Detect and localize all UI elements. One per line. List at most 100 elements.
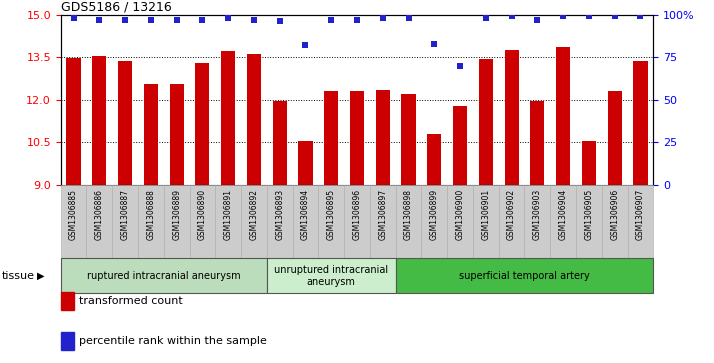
Text: tissue: tissue xyxy=(1,271,34,281)
Bar xyxy=(267,258,396,293)
Point xyxy=(326,17,337,23)
Bar xyxy=(473,185,498,258)
Bar xyxy=(66,58,81,185)
Point xyxy=(223,15,234,21)
Text: GSM1306891: GSM1306891 xyxy=(223,189,233,240)
Point xyxy=(171,17,182,23)
Point xyxy=(532,17,543,23)
Bar xyxy=(241,185,267,258)
Bar xyxy=(401,94,416,185)
Bar xyxy=(164,185,189,258)
Bar xyxy=(216,185,241,258)
Text: percentile rank within the sample: percentile rank within the sample xyxy=(79,336,266,346)
Bar xyxy=(169,84,183,185)
Point xyxy=(68,15,79,21)
Point xyxy=(145,17,156,23)
Text: GSM1306885: GSM1306885 xyxy=(69,189,78,240)
Point xyxy=(506,13,518,19)
Bar xyxy=(61,258,267,293)
Point xyxy=(196,17,208,23)
Bar xyxy=(189,185,216,258)
Point xyxy=(119,17,131,23)
Bar xyxy=(112,185,138,258)
Point xyxy=(583,13,595,19)
Point xyxy=(274,19,286,24)
Text: GSM1306897: GSM1306897 xyxy=(378,189,387,240)
Bar xyxy=(92,56,106,185)
Bar xyxy=(582,141,596,185)
Point xyxy=(428,41,440,46)
Bar xyxy=(344,185,370,258)
Bar xyxy=(144,84,158,185)
Point xyxy=(248,17,260,23)
Bar xyxy=(525,185,550,258)
Bar xyxy=(479,58,493,185)
Bar xyxy=(86,185,112,258)
Text: GSM1306902: GSM1306902 xyxy=(507,189,516,240)
Text: GSM1306898: GSM1306898 xyxy=(404,189,413,240)
Bar xyxy=(61,185,86,258)
Point xyxy=(454,63,466,69)
Bar xyxy=(267,185,293,258)
Text: GSM1306907: GSM1306907 xyxy=(636,189,645,240)
Bar xyxy=(531,101,545,185)
Bar xyxy=(318,185,344,258)
Bar xyxy=(196,63,209,185)
Text: GSM1306899: GSM1306899 xyxy=(430,189,439,240)
Point xyxy=(635,13,646,19)
Text: GSM1306900: GSM1306900 xyxy=(456,189,465,240)
Text: ruptured intracranial aneurysm: ruptured intracranial aneurysm xyxy=(87,271,241,281)
Text: GSM1306887: GSM1306887 xyxy=(121,189,130,240)
Text: GSM1306901: GSM1306901 xyxy=(481,189,491,240)
Bar xyxy=(138,185,164,258)
Text: GSM1306905: GSM1306905 xyxy=(584,189,593,240)
Text: GDS5186 / 13216: GDS5186 / 13216 xyxy=(61,0,171,13)
Point xyxy=(377,15,388,21)
Bar xyxy=(498,185,525,258)
Point xyxy=(300,42,311,48)
Bar xyxy=(298,141,313,185)
Point xyxy=(94,17,105,23)
Bar xyxy=(628,185,653,258)
Bar xyxy=(453,106,467,185)
Text: GSM1306893: GSM1306893 xyxy=(275,189,284,240)
Text: transformed count: transformed count xyxy=(79,296,182,306)
Text: GSM1306903: GSM1306903 xyxy=(533,189,542,240)
Text: GSM1306886: GSM1306886 xyxy=(95,189,104,240)
Bar xyxy=(376,90,390,185)
Text: GSM1306895: GSM1306895 xyxy=(327,189,336,240)
Point xyxy=(609,13,620,19)
Point xyxy=(351,17,363,23)
Bar xyxy=(221,51,235,185)
Bar xyxy=(505,50,518,185)
Bar xyxy=(633,61,648,185)
Bar xyxy=(602,185,628,258)
Text: GSM1306896: GSM1306896 xyxy=(353,189,361,240)
Bar xyxy=(273,101,287,185)
Text: GSM1306904: GSM1306904 xyxy=(558,189,568,240)
Bar xyxy=(396,258,653,293)
Bar xyxy=(608,91,622,185)
Point xyxy=(558,13,569,19)
Text: unruptured intracranial
aneurysm: unruptured intracranial aneurysm xyxy=(274,265,388,287)
Bar xyxy=(576,185,602,258)
Bar xyxy=(447,185,473,258)
Point xyxy=(480,15,491,21)
Text: GSM1306906: GSM1306906 xyxy=(610,189,619,240)
Bar xyxy=(550,185,576,258)
Bar xyxy=(247,54,261,185)
Bar xyxy=(293,185,318,258)
Text: superficial temporal artery: superficial temporal artery xyxy=(459,271,590,281)
Text: GSM1306889: GSM1306889 xyxy=(172,189,181,240)
Bar xyxy=(370,185,396,258)
Text: GSM1306892: GSM1306892 xyxy=(249,189,258,240)
Text: ▶: ▶ xyxy=(37,271,45,281)
Bar xyxy=(350,91,364,185)
Text: GSM1306890: GSM1306890 xyxy=(198,189,207,240)
Bar xyxy=(324,91,338,185)
Bar xyxy=(118,61,132,185)
Text: GSM1306894: GSM1306894 xyxy=(301,189,310,240)
Bar xyxy=(556,47,570,185)
Bar xyxy=(427,134,441,185)
Text: GSM1306888: GSM1306888 xyxy=(146,189,156,240)
